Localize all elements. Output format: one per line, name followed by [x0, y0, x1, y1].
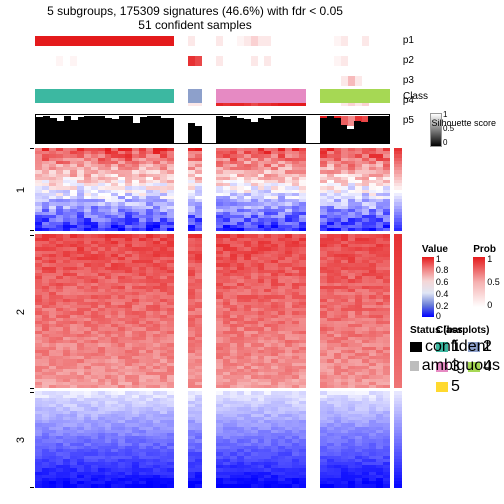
title-line-1: 5 subgroups, 175309 signatures (46.6%) w… — [0, 4, 390, 18]
silhouette-barplot — [35, 114, 390, 144]
value-legend: Value 1 0.8 0.6 0.4 0.2 0 — [422, 244, 448, 317]
track-label: p5 — [403, 115, 414, 126]
row-group-label: 1 — [15, 187, 27, 193]
class-swatch: 5 — [436, 378, 464, 396]
row-group-label: 2 — [15, 309, 27, 315]
annotation-tracks: p1p2p3p4p5Class — [35, 36, 390, 103]
track-label: p2 — [403, 55, 414, 66]
silhouette-label: Silhouette score — [431, 118, 496, 128]
status-legend: Status (barplots) confidentambiguous — [410, 325, 500, 376]
status-swatch: confident — [410, 338, 500, 356]
title-line-2: 51 confident samples — [0, 18, 390, 32]
heatmap-reference-column — [394, 148, 402, 488]
row-group-label: 3 — [15, 437, 27, 443]
track-label: p3 — [403, 75, 414, 86]
heatmap — [35, 148, 390, 488]
track-label: p1 — [403, 35, 414, 46]
prob-legend: Prob 1 0.5 0 — [473, 244, 496, 307]
status-swatch: ambiguous — [410, 357, 500, 375]
